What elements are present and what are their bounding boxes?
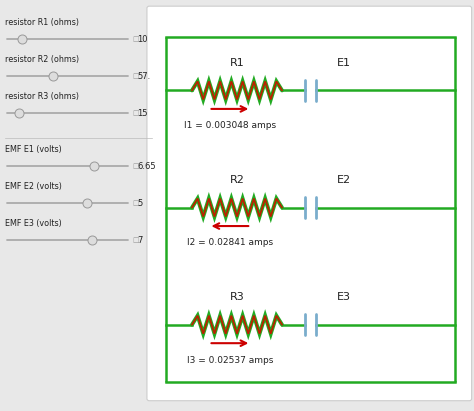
- Text: resistor R3 (ohms): resistor R3 (ohms): [5, 92, 79, 101]
- FancyBboxPatch shape: [147, 6, 472, 401]
- Text: EMF E2 (volts): EMF E2 (volts): [5, 182, 62, 191]
- Text: I3 = 0.02537 amps: I3 = 0.02537 amps: [187, 356, 273, 365]
- Text: I1 = 0.003048 amps: I1 = 0.003048 amps: [184, 121, 276, 130]
- Text: □: □: [133, 201, 139, 206]
- Text: 5: 5: [137, 199, 143, 208]
- Text: 6.65: 6.65: [137, 162, 156, 171]
- Text: □: □: [133, 238, 139, 243]
- Text: E3: E3: [337, 292, 351, 302]
- Text: EMF E3 (volts): EMF E3 (volts): [5, 219, 62, 228]
- Text: 7: 7: [137, 236, 143, 245]
- Text: I2 = 0.02841 amps: I2 = 0.02841 amps: [187, 238, 273, 247]
- Text: EMF E1 (volts): EMF E1 (volts): [5, 145, 62, 154]
- Text: R2: R2: [229, 175, 245, 185]
- Text: 57.: 57.: [137, 72, 151, 81]
- Text: □: □: [133, 36, 139, 42]
- Text: □: □: [133, 73, 139, 79]
- Text: E2: E2: [337, 175, 351, 185]
- Text: resistor R1 (ohms): resistor R1 (ohms): [5, 18, 79, 27]
- Text: R3: R3: [229, 292, 245, 302]
- Text: □: □: [133, 110, 139, 116]
- Text: R1: R1: [229, 58, 245, 68]
- Text: E1: E1: [337, 58, 351, 68]
- Text: □: □: [133, 164, 139, 169]
- Text: 15: 15: [137, 109, 148, 118]
- Text: 10: 10: [137, 35, 148, 44]
- Text: resistor R2 (ohms): resistor R2 (ohms): [5, 55, 79, 64]
